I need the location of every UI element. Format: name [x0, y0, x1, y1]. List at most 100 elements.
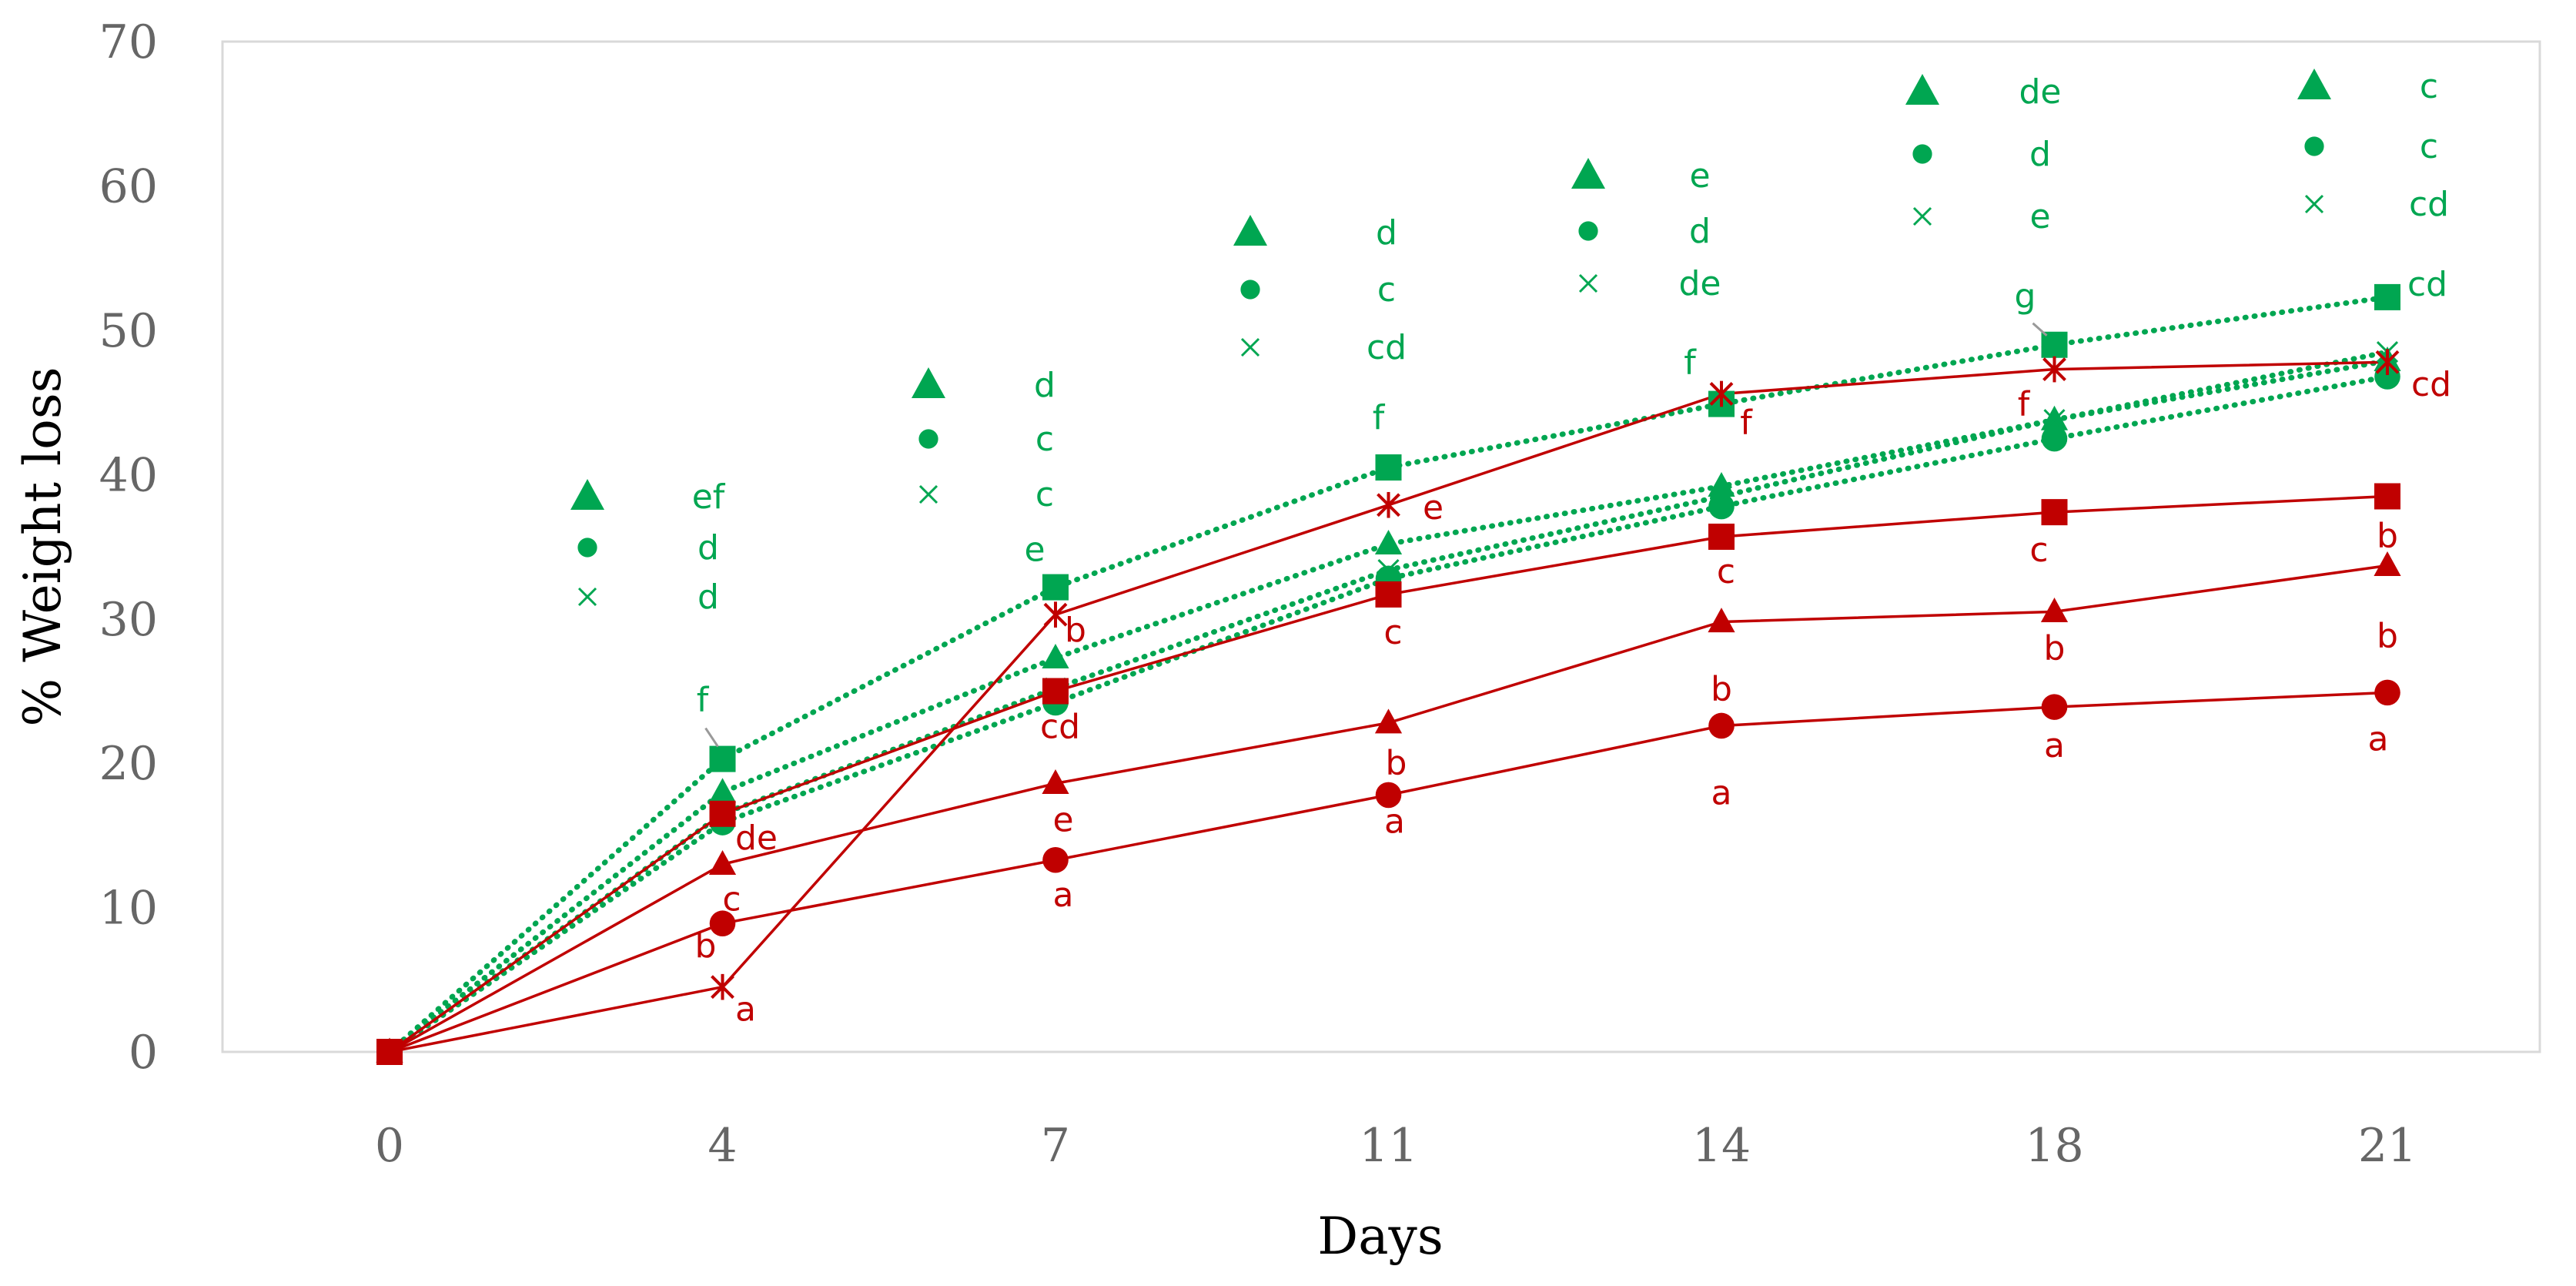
triangle-mark [2374, 551, 2401, 577]
x-tick-label: 11 [1359, 1119, 1417, 1173]
cross-stroke [1377, 559, 1400, 581]
legend-marker-x [2304, 194, 2324, 214]
point-red-triangle [1374, 708, 1403, 734]
triangle-mark [1374, 529, 1403, 554]
legend-letter: d [698, 578, 719, 617]
circle-mark [1042, 846, 1069, 873]
point-red-circle [2041, 694, 2068, 720]
point-green-triangle [2040, 405, 2069, 430]
triangle-mark [2040, 598, 2069, 623]
legend-letter: c [2420, 67, 2438, 106]
point-green-circle [1708, 493, 1735, 520]
legend-letter: cd [1367, 328, 1407, 367]
circle-mark [376, 1039, 403, 1065]
circle-mark [2304, 136, 2324, 156]
legend-marker-triangle [912, 367, 945, 398]
legend-letter: e [1689, 156, 1710, 196]
point-red-asterisk [711, 973, 734, 1000]
x-tick-label: 7 [1041, 1119, 1070, 1173]
point-red-circle [1375, 782, 1402, 809]
point-green-square [2374, 283, 2400, 310]
circle-mark [709, 910, 736, 937]
significance-label: f [1684, 343, 1697, 383]
significance-label: cd [2407, 265, 2447, 304]
triangle-mark [2297, 69, 2331, 99]
y-tick-label: 70 [99, 15, 158, 69]
legend-group-day-11: dc cd [1233, 213, 1407, 367]
significance-label: a [1384, 802, 1405, 841]
cross-stroke [577, 587, 597, 607]
significance-label: e [1024, 531, 1045, 570]
y-tick-label: 0 [129, 1026, 158, 1080]
x-axis-title: Days [1317, 1207, 1443, 1266]
significance-label: b [2044, 628, 2066, 668]
circle-mark [1578, 221, 1598, 241]
circle-mark [2374, 679, 2400, 706]
legend-letter: ef [692, 477, 726, 517]
square-mark [1375, 581, 1402, 608]
legend-marker-triangle [1571, 158, 1605, 189]
y-tick-label: 50 [99, 304, 158, 358]
legend-marker-circle [2304, 136, 2324, 156]
legend-group-day-7: dcc [912, 366, 1055, 514]
legend-letter: d [1689, 212, 1711, 251]
point-red-circle [1042, 846, 1069, 873]
circle-mark [1375, 782, 1402, 809]
legend-marker-circle [1240, 280, 1260, 300]
point-red-square [1042, 678, 1069, 705]
triangle-mark [708, 849, 737, 875]
y-axis-title: % Weight loss [13, 367, 72, 726]
legend-marker-x [918, 484, 938, 504]
cross-stroke [2304, 194, 2324, 214]
triangle-mark [1571, 158, 1605, 189]
point-red-asterisk [1377, 491, 1400, 518]
significance-label: de [735, 819, 778, 858]
cross-stroke [1710, 485, 1733, 507]
legend-marker-triangle [2297, 69, 2331, 99]
circle-mark [918, 429, 938, 449]
significance-label: g [2015, 277, 2036, 316]
triangle-mark [1708, 608, 1735, 633]
axes: 0 10 20 30 40 50 60 70 0 4 7 11 14 18 21 [99, 15, 2417, 1173]
markers [376, 283, 2401, 1065]
legend-group-day-21: cc cd [2297, 67, 2449, 224]
significance-label: b [695, 926, 717, 966]
point-red-asterisk [2375, 349, 2400, 376]
triangle-mark [1233, 215, 1267, 246]
significance-label: a [735, 990, 756, 1030]
point-red-asterisk [1709, 380, 1734, 407]
cross-stroke [1912, 206, 1932, 226]
point-red-circle [709, 910, 736, 937]
legend-letter: d [698, 528, 719, 568]
x-tick-label: 14 [1692, 1119, 1751, 1173]
point-red-asterisk [2042, 356, 2066, 383]
significance-label: e [1052, 800, 1073, 839]
significance-label: a [1711, 773, 1732, 812]
legend-marker-triangle [1905, 74, 1939, 105]
legend-letter: c [1035, 475, 1054, 514]
significance-label: f [2018, 385, 2031, 424]
circle-mark [1708, 493, 1735, 520]
point-red-triangle [2374, 551, 2401, 577]
point-green-cross [1377, 559, 1400, 581]
significance-label: a [1053, 876, 1074, 915]
triangle-mark [1374, 708, 1403, 734]
triangle-mark [1042, 769, 1069, 795]
legend-letter: c [2420, 127, 2438, 166]
legend-letter: c [1035, 420, 1054, 459]
legend-letter: d [2029, 135, 2051, 174]
point-red-triangle [2040, 598, 2069, 623]
cross-stroke [2043, 409, 2066, 431]
square-mark [1708, 523, 1735, 550]
point-green-triangle [1374, 529, 1403, 554]
square-mark [1042, 574, 1069, 601]
point-red-circle [1708, 712, 1735, 739]
x-tick-label: 21 [2358, 1119, 2417, 1173]
legend-marker-x [1912, 206, 1932, 226]
legend-marker-circle [1578, 221, 1598, 241]
circle-mark [2041, 425, 2068, 452]
point-red-triangle [1042, 769, 1069, 795]
legend-group-day-18: de de [1905, 72, 2062, 236]
